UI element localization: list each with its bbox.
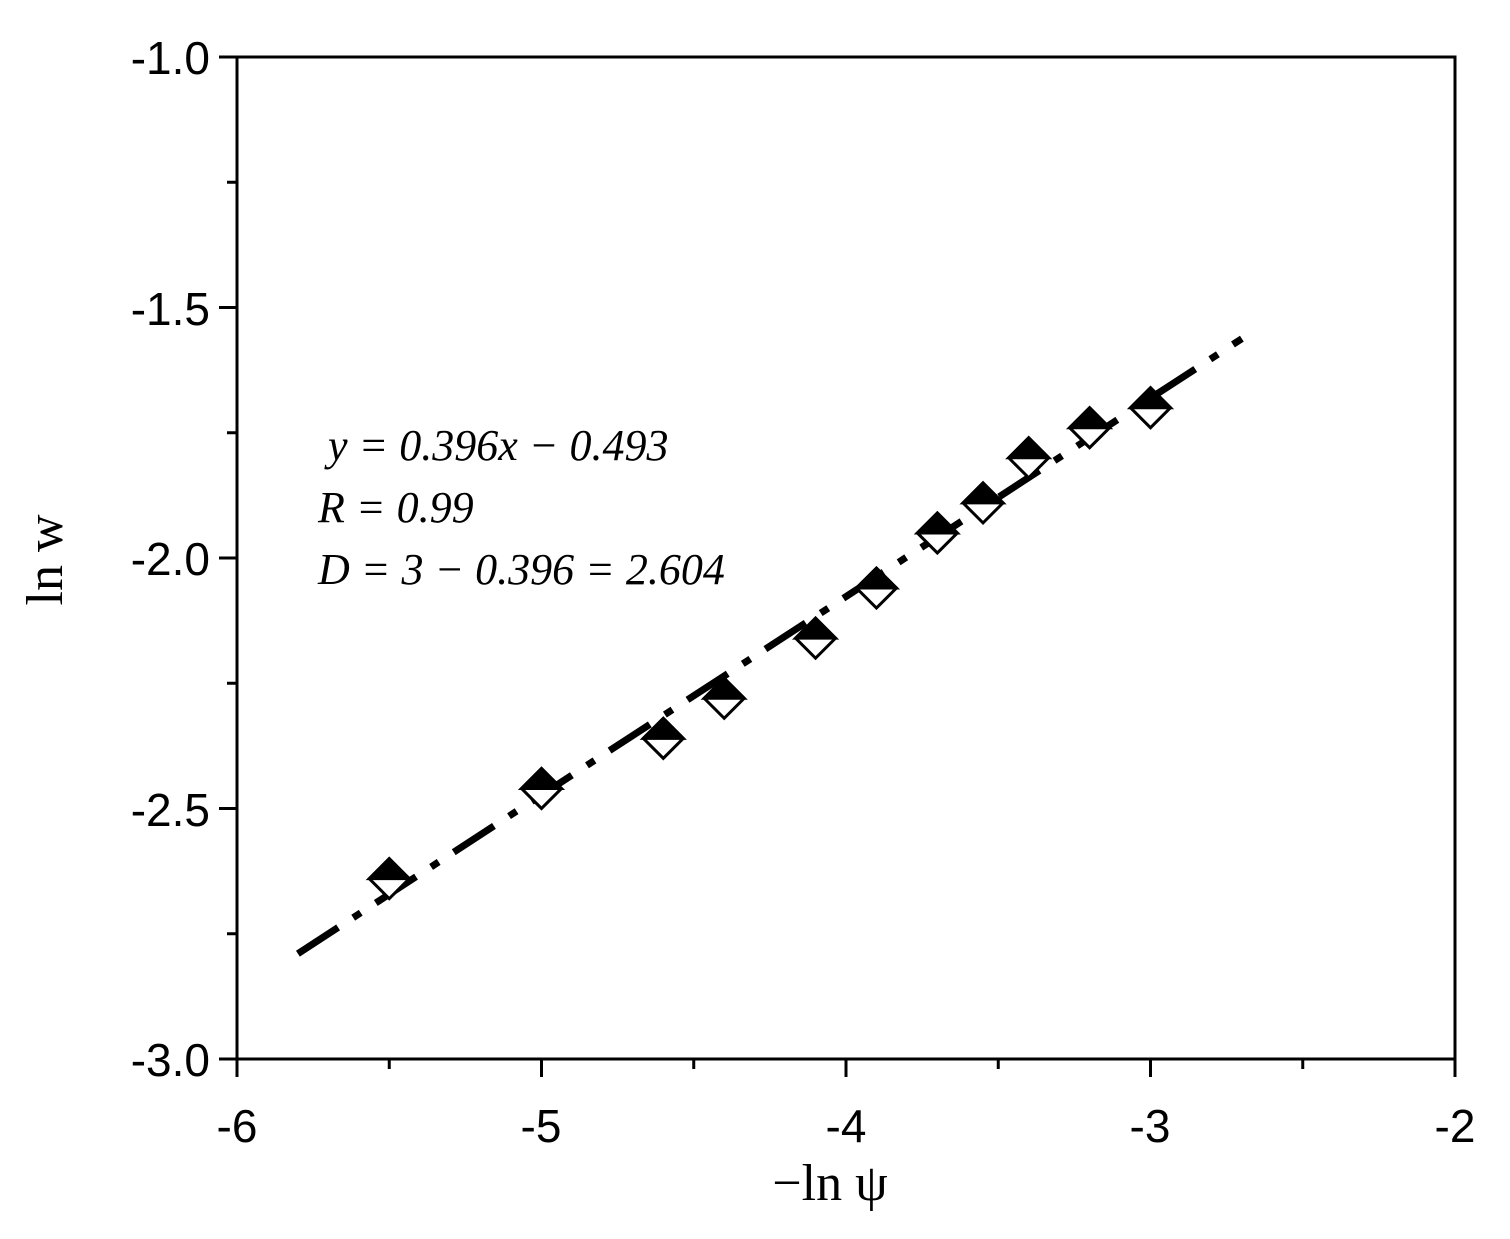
x-tick-label-2: -4 bbox=[826, 1100, 867, 1152]
y-axis-label: ln w bbox=[17, 514, 74, 605]
data-point-fill bbox=[1126, 385, 1175, 410]
data-point bbox=[852, 565, 901, 611]
y-tick-label-1: -1.5 bbox=[131, 283, 210, 335]
data-point-fill bbox=[913, 510, 961, 535]
data-point bbox=[959, 480, 1007, 526]
data-point-fill bbox=[1005, 435, 1053, 460]
x-tick-label-0: -6 bbox=[217, 1100, 258, 1152]
data-point bbox=[1065, 405, 1114, 450]
data-point bbox=[791, 616, 840, 661]
data-point-fill bbox=[791, 616, 840, 640]
data-point bbox=[700, 676, 748, 721]
data-point-fill bbox=[700, 676, 748, 700]
data-point bbox=[517, 766, 566, 811]
data-point-fill bbox=[639, 716, 687, 740]
data-point bbox=[1126, 385, 1175, 430]
correlation-coefficient: R = 0.99 bbox=[317, 483, 474, 532]
data-point-fill bbox=[959, 480, 1007, 505]
x-tick-label-3: -3 bbox=[1130, 1100, 1171, 1152]
x-tick-label-4: -2 bbox=[1435, 1100, 1476, 1152]
data-point-fill bbox=[365, 856, 413, 881]
data-point bbox=[365, 856, 413, 901]
y-tick-label-3: -2.5 bbox=[131, 784, 210, 836]
x-tick-label-1: -5 bbox=[521, 1100, 562, 1152]
x-axis-label: −ln ψ bbox=[772, 1155, 887, 1212]
data-point-fill bbox=[852, 565, 901, 590]
data-points bbox=[365, 385, 1175, 901]
data-point-fill bbox=[517, 766, 566, 790]
fit-equation: y = 0.396x − 0.493 bbox=[324, 421, 668, 470]
y-tick-label-0: -1.0 bbox=[131, 32, 210, 84]
data-point-fill bbox=[1065, 405, 1114, 430]
y-tick-label-4: -3.0 bbox=[131, 1034, 210, 1086]
ticks bbox=[219, 55, 1457, 1077]
data-point bbox=[639, 716, 687, 761]
data-point bbox=[1005, 435, 1053, 480]
fractal-dimension: D = 3 − 0.396 = 2.604 bbox=[317, 545, 725, 594]
y-tick-label-2: -2.0 bbox=[131, 533, 210, 585]
data-point bbox=[913, 510, 961, 556]
